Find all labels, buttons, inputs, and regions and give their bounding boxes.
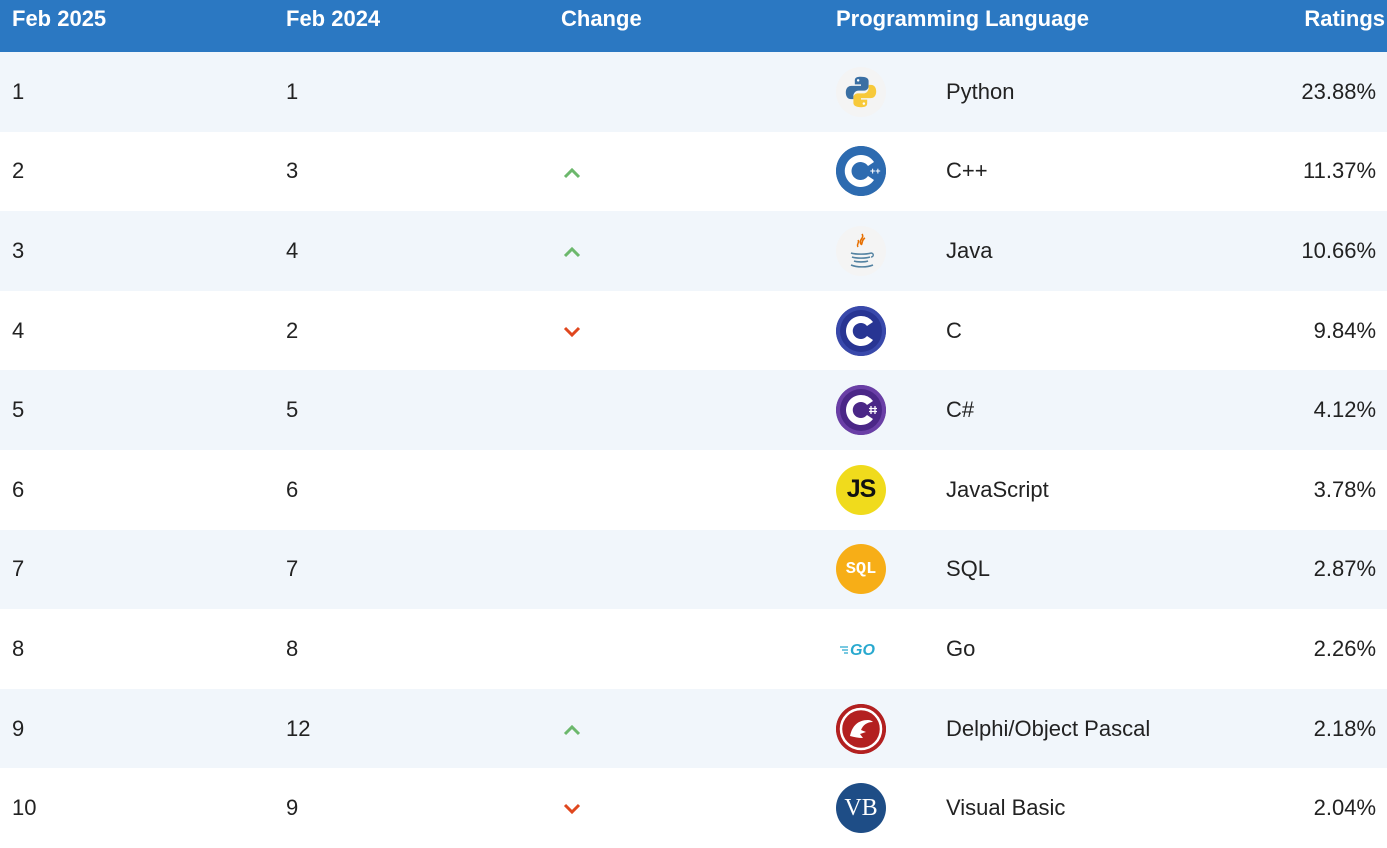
change-indicator <box>549 52 824 132</box>
rank-current: 2 <box>12 158 25 184</box>
table-row[interactable]: 4 2 C 9.84% <box>0 290 1387 371</box>
rank-previous: 7 <box>286 556 299 582</box>
sql-logo-icon: SQL <box>824 530 933 610</box>
rank-current: 8 <box>12 635 25 661</box>
arrow-down-icon <box>561 324 583 340</box>
table-row[interactable]: 9 12 Delphi/Object Pascal 2.18% <box>0 688 1387 769</box>
python-logo-icon <box>824 52 933 132</box>
rank-previous: 12 <box>286 715 311 741</box>
javascript-logo-text: JS <box>846 475 877 504</box>
rank-current: 1 <box>12 78 25 104</box>
rank-previous: 9 <box>286 795 299 821</box>
rating-value: 11.37% <box>1303 158 1377 184</box>
change-indicator <box>549 609 824 689</box>
arrow-up-icon <box>561 722 583 738</box>
rating-value: 23.88% <box>1301 78 1377 104</box>
rating-value: 2.26% <box>1313 635 1377 661</box>
cpp-logo-icon: ++ <box>824 132 933 212</box>
table-row[interactable]: 6 6 JS JavaScript 3.78% <box>0 449 1387 530</box>
table-header: Feb 2025 Feb 2024 Change Programming Lan… <box>0 0 1387 52</box>
header-current-month[interactable]: Feb 2025 <box>12 6 107 31</box>
rating-value: 10.66% <box>1301 237 1377 263</box>
change-indicator <box>549 768 824 848</box>
svg-text:++: ++ <box>870 166 881 176</box>
table-row[interactable]: 7 7 SQL SQL 2.87% <box>0 529 1387 610</box>
rating-value: 9.84% <box>1313 317 1377 343</box>
rank-previous: 8 <box>286 635 299 661</box>
language-name[interactable]: C++ <box>946 158 988 184</box>
rank-previous: 2 <box>286 317 299 343</box>
csharp-logo-icon <box>824 370 933 450</box>
java-logo-icon <box>824 211 933 291</box>
language-name[interactable]: C <box>946 317 962 343</box>
table-row[interactable]: 2 3 ++ C++ 11.37% <box>0 131 1387 212</box>
rank-previous: 5 <box>286 397 299 423</box>
change-indicator <box>549 370 824 450</box>
header-change[interactable]: Change <box>561 6 642 31</box>
delphi-logo-icon <box>824 689 933 769</box>
change-indicator <box>549 530 824 610</box>
rank-previous: 4 <box>286 237 299 263</box>
table-row[interactable]: 1 1 Python 23.88% <box>0 52 1387 132</box>
change-indicator <box>549 132 824 212</box>
arrow-up-icon <box>561 244 583 260</box>
rank-previous: 3 <box>286 158 299 184</box>
header-ratings[interactable]: Ratings <box>1304 6 1386 31</box>
language-name[interactable]: JavaScript <box>946 476 1049 502</box>
change-indicator <box>549 689 824 769</box>
rating-value: 3.78% <box>1313 476 1377 502</box>
language-name[interactable]: C# <box>946 397 975 423</box>
visual-basic-logo-text: VB <box>844 794 878 821</box>
rating-value: 2.87% <box>1313 556 1377 582</box>
rank-current: 3 <box>12 237 25 263</box>
rating-value: 2.18% <box>1313 715 1377 741</box>
table-row[interactable]: 3 4 Java 10.66% <box>0 211 1387 291</box>
change-indicator <box>549 211 824 291</box>
rank-current: 9 <box>12 715 25 741</box>
table-row[interactable]: 8 8 GO Go 2.26% <box>0 609 1387 689</box>
javascript-logo-icon: JS <box>824 450 933 530</box>
table-row[interactable]: 10 9 VB Visual Basic 2.04% <box>0 768 1387 848</box>
change-indicator <box>549 291 824 371</box>
rating-value: 2.04% <box>1313 795 1377 821</box>
rank-current: 5 <box>12 397 25 423</box>
rating-value: 4.12% <box>1313 397 1377 423</box>
rank-previous: 1 <box>286 78 299 104</box>
go-logo-text: GO <box>850 642 875 659</box>
language-name[interactable]: Python <box>946 78 1015 104</box>
rank-current: 10 <box>12 795 37 821</box>
header-programming-language[interactable]: Programming Language <box>836 6 1090 31</box>
go-logo-icon: GO <box>824 609 933 689</box>
table-body: 1 1 Python 23.88% 2 3 ++ C++ 11.37% <box>0 52 1387 848</box>
language-name[interactable]: SQL <box>946 556 991 582</box>
arrow-up-icon <box>561 165 583 181</box>
sql-logo-text: SQL <box>845 559 877 579</box>
arrow-down-icon <box>561 801 583 817</box>
rank-previous: 6 <box>286 476 299 502</box>
c-logo-icon <box>824 291 933 371</box>
rank-current: 4 <box>12 317 25 343</box>
header-previous-month[interactable]: Feb 2024 <box>286 6 381 31</box>
rank-current: 6 <box>12 476 25 502</box>
rank-current: 7 <box>12 556 25 582</box>
language-name[interactable]: Delphi/Object Pascal <box>946 715 1151 741</box>
language-name[interactable]: Visual Basic <box>946 795 1066 821</box>
language-name[interactable]: Go <box>946 635 976 661</box>
language-name[interactable]: Java <box>946 237 993 263</box>
header-row: Feb 2025 Feb 2024 Change Programming Lan… <box>0 0 1387 52</box>
visual-basic-logo-icon: VB <box>824 768 933 848</box>
table-row[interactable]: 5 5 C# 4.12% <box>0 370 1387 450</box>
change-indicator <box>549 450 824 530</box>
